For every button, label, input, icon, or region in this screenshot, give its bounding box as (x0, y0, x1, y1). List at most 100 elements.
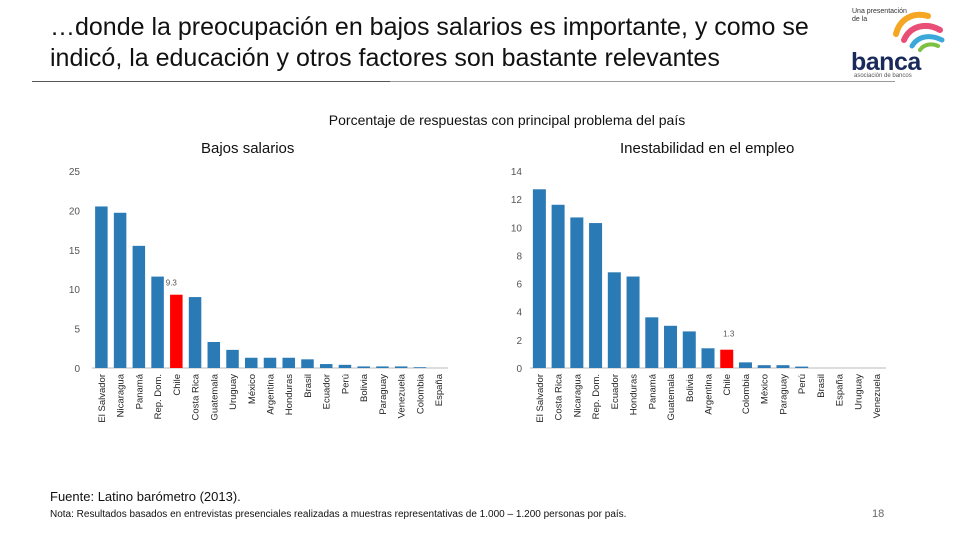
right-bar-7 (664, 325, 678, 368)
right-category-label-15: Brasil (816, 374, 827, 398)
right-category-label-2: Nicaragua (572, 373, 583, 417)
left-category-label-10: Honduras (284, 374, 295, 415)
right-y-tick-2: 4 (516, 308, 522, 319)
left-bar-5 (188, 297, 202, 368)
right-bar-0 (532, 189, 546, 368)
left-bar-3 (151, 276, 164, 368)
left-category-label-4: Chile (172, 374, 183, 396)
left-bar-4 (170, 294, 183, 368)
source-text: Fuente: Latino barómetro (2013). (50, 489, 241, 504)
left-category-label-9: Argentina (266, 373, 277, 414)
left-category-label-8: México (247, 374, 258, 404)
left-category-label-6: Guatemala (209, 373, 220, 420)
right-bar-2 (570, 217, 584, 368)
slide-title: …donde la preocupación en bajos salarios… (50, 13, 809, 72)
right-category-label-18: Venezuela (872, 373, 883, 418)
left-bar-13 (338, 364, 352, 368)
logo-caption: Una presentación de la (852, 8, 907, 24)
left-category-label-14: Bolivia (359, 373, 370, 402)
right-bar-6 (645, 317, 659, 368)
right-highlight-data-label: 1.3 (723, 330, 735, 339)
right-category-label-8: Bolivia (685, 373, 696, 402)
left-bar-10 (282, 357, 295, 368)
left-y-tick-3: 15 (69, 246, 81, 257)
left-y-tick-2: 10 (69, 285, 81, 296)
right-category-label-17: Uruguay (853, 374, 864, 410)
right-bar-3 (589, 223, 603, 368)
right-category-label-4: Ecuador (610, 374, 621, 409)
right-y-tick-0: 0 (516, 364, 522, 375)
right-category-label-16: España (835, 373, 846, 406)
right-bar-10 (720, 349, 734, 368)
left-category-label-13: Perú (340, 374, 351, 394)
chart-left-title: Bajos salarios (201, 140, 295, 157)
logo-wordmark: banca (851, 48, 921, 76)
charts-supertitle: Porcentaje de respuestas con principal p… (328, 112, 686, 128)
right-category-label-1: Costa Rica (554, 373, 565, 420)
right-y-tick-5: 10 (511, 223, 523, 234)
right-bar-14 (795, 366, 809, 368)
left-bar-11 (301, 359, 314, 368)
left-category-label-16: Venezuela (397, 373, 408, 418)
right-category-label-7: Guatemala (666, 373, 677, 420)
left-bar-15 (376, 366, 389, 368)
right-y-tick-3: 6 (516, 280, 522, 291)
left-bar-0 (95, 206, 108, 368)
left-category-label-17: Colombia (415, 373, 426, 414)
right-category-label-14: Perú (797, 374, 808, 394)
left-y-tick-5: 25 (69, 167, 81, 178)
right-y-tick-7: 14 (511, 167, 523, 178)
right-bar-13 (776, 365, 790, 368)
left-y-tick-1: 5 (74, 325, 80, 336)
right-category-label-9: Argentina (704, 373, 715, 414)
left-category-label-1: Nicaragua (116, 373, 127, 417)
left-category-label-5: Costa Rica (191, 373, 202, 420)
left-y-tick-4: 20 (69, 206, 81, 217)
left-bar-9 (263, 357, 277, 368)
left-bar-7 (226, 349, 239, 368)
logo-subtitle: asociación de bancos (854, 73, 912, 79)
left-category-label-12: Ecuador (322, 374, 333, 409)
right-bar-11 (738, 362, 752, 368)
title-rule-gray (390, 81, 895, 82)
right-bar-8 (682, 331, 696, 368)
right-bar-1 (551, 204, 565, 368)
right-category-label-13: Paraguay (778, 374, 789, 415)
right-bar-5 (626, 276, 640, 368)
right-category-label-11: Colombia (741, 373, 752, 414)
bar-charts: 0 5 10 15 20 25 El Salvador Nicaragua Panamá Rep.… (69, 167, 886, 423)
left-y-tick-0: 0 (74, 364, 80, 375)
left-category-label-2: Panamá (134, 373, 145, 409)
right-bar-9 (701, 348, 715, 368)
logo-swirl-icon (893, 11, 945, 52)
note-text: Nota: Resultados basados en entrevistas … (50, 509, 627, 520)
right-category-label-0: El Salvador (535, 374, 546, 423)
right-category-label-12: México (760, 374, 771, 404)
left-category-label-15: Paraguay (378, 374, 389, 415)
right-bar-12 (757, 365, 771, 368)
left-category-label-7: Uruguay (228, 374, 239, 410)
left-bar-17 (413, 367, 427, 369)
right-category-label-3: Rep. Dom. (591, 374, 602, 419)
left-bar-14 (357, 366, 370, 368)
right-y-tick-4: 8 (516, 251, 522, 262)
left-category-label-3: Rep. Dom. (153, 374, 164, 419)
left-bar-16 (394, 366, 408, 368)
left-bar-1 (113, 212, 127, 368)
right-category-label-5: Honduras (629, 374, 640, 415)
left-category-label-18: España (434, 373, 445, 406)
chart-right-title: Inestabilidad en el empleo (620, 140, 795, 157)
left-bar-8 (245, 357, 258, 368)
left-bar-6 (207, 341, 221, 368)
banca-logo: Una presentación de la banca asociación … (848, 4, 948, 80)
title-underline (32, 81, 390, 82)
right-bar-4 (607, 272, 621, 368)
left-category-label-11: Brasil (303, 374, 314, 398)
left-category-label-0: El Salvador (97, 374, 108, 423)
left-highlight-data-label: 9.3 (166, 279, 178, 288)
right-category-label-6: Panamá (647, 373, 658, 409)
logo-caption-line1: Una presentación (852, 8, 907, 15)
right-category-label-10: Chile (722, 374, 733, 396)
left-bar-2 (132, 245, 146, 368)
left-bar-12 (319, 364, 333, 368)
